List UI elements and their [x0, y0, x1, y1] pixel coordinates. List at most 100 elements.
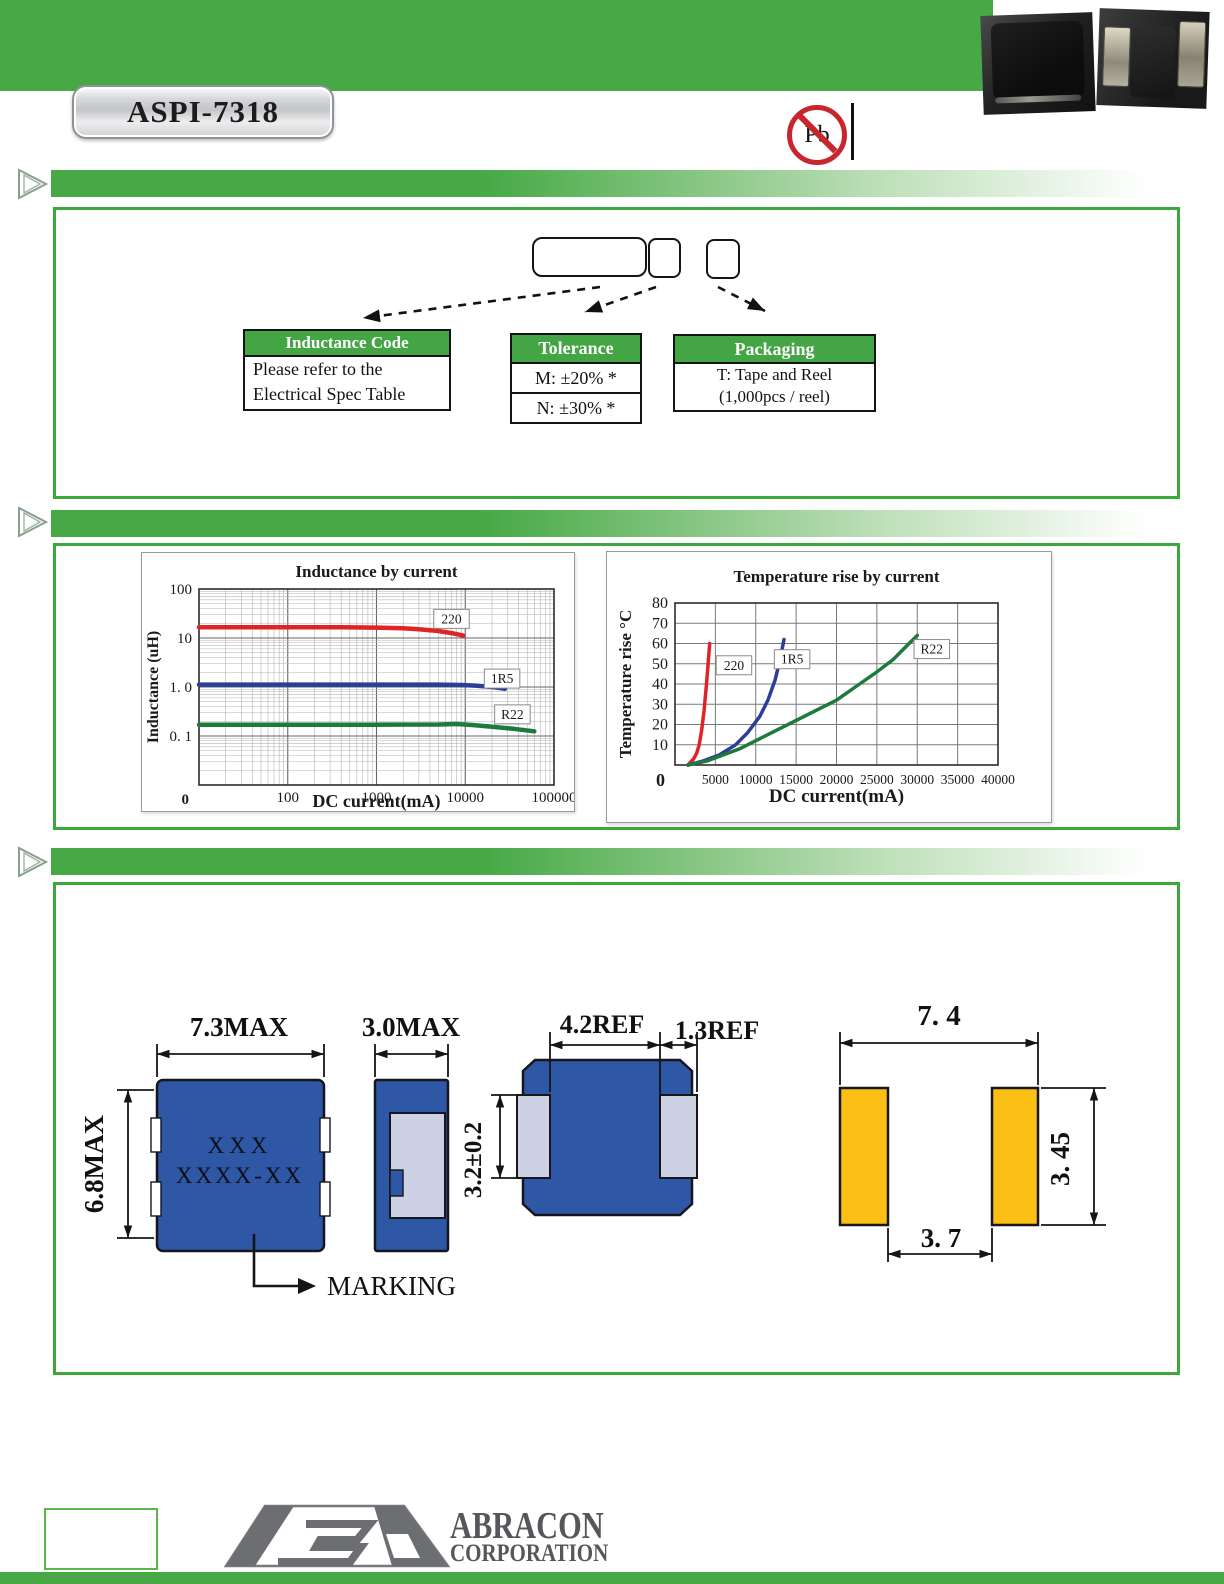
series-R22	[196, 721, 537, 734]
section-bar-part-numbering	[51, 170, 1181, 197]
dim-width-side-view: 3.0MAX	[362, 1012, 461, 1042]
series-label: 220	[724, 658, 745, 673]
x-axis-label: DC current(mA)	[769, 786, 904, 807]
inductor-terminal-right	[1177, 20, 1207, 88]
plot-border	[198, 588, 555, 786]
inductor-body	[990, 20, 1086, 100]
packaging-body: T: Tape and Reel (1,000pcs / reel)	[675, 364, 874, 410]
inductance-code-line2: Electrical Spec Table	[253, 384, 406, 404]
marking-line2: XXXX-XX	[176, 1163, 304, 1188]
series-label-box	[715, 655, 753, 676]
chart-title: Inductance by current	[295, 562, 457, 581]
x-tick-label: 30000	[900, 772, 934, 787]
pn-code-box-main	[532, 237, 647, 277]
y-tick-label: 30	[652, 696, 668, 713]
series-1R5	[196, 682, 508, 692]
section-bar-performance	[51, 510, 1181, 537]
inductor-body	[1129, 25, 1177, 99]
side-view-notch	[389, 1169, 404, 1197]
series-220	[686, 641, 712, 767]
part-number-text: ASPI-7318	[127, 94, 279, 129]
tolerance-row-n: N: ±30% *	[536, 398, 616, 418]
packaging-table: Packaging T: Tape and Reel (1,000pcs / r…	[673, 334, 876, 412]
tolerance-table: Tolerance M: ±20% * N: ±30% *	[510, 333, 642, 424]
footer-page-box	[44, 1508, 158, 1570]
packaging-header: Packaging	[675, 336, 874, 364]
top-view-body	[155, 1078, 326, 1253]
dim-terminal-bottom-view: 1.3REF	[675, 1016, 760, 1045]
pn-code-box-tolerance	[648, 238, 681, 278]
bottom-green-bar	[0, 1572, 1224, 1584]
pn-arrows	[362, 285, 766, 323]
x-tick-label: 5000	[702, 772, 729, 787]
x-tick-label: 15000	[779, 772, 813, 787]
top-view-terminal-notch	[150, 1117, 162, 1153]
temperature-rise-chart: 220 1R5 R22 5000 10000 15000 20000 25000 30000 35…	[616, 567, 1015, 807]
dim-land-width: 7. 4	[917, 1000, 961, 1032]
tolerance-row-m: M: ±20% *	[512, 364, 640, 394]
y-tick-label: 1. 0	[170, 680, 193, 696]
inductance-by-current-chart: 220 1R5 R22 100 1000 10000 100000 100 10 1. 0 0. 1…	[145, 562, 577, 812]
pb-free-icon: Pb	[787, 105, 847, 165]
section-arrow-icon	[18, 506, 49, 538]
y-tick-label: 20	[652, 717, 668, 734]
dim-inner-bottom-view: 4.2REF	[560, 1010, 645, 1039]
y-tick-label: 70	[652, 615, 668, 632]
series-label-box	[773, 649, 811, 670]
company-name: ABRACON	[450, 1505, 604, 1547]
dim-terminal-height: 3.2±0.2	[460, 1122, 487, 1198]
inductance-code-header: Inductance Code	[245, 331, 449, 357]
bottom-view-terminal-right	[659, 1094, 698, 1179]
y-tick-label: 80	[652, 595, 668, 612]
x-tick-label: 25000	[860, 772, 894, 787]
top-view-terminal-notch	[319, 1181, 331, 1217]
land-pad-right	[990, 1086, 1040, 1227]
x-tick-label: 10000	[739, 772, 773, 787]
y-tick-label: 100	[170, 582, 193, 598]
inductance-code-table: Inductance Code Please refer to the Elec…	[243, 329, 451, 411]
series-label: R22	[501, 707, 524, 722]
section-arrow-icon	[18, 168, 49, 200]
product-photo-top-view	[980, 12, 1096, 115]
top-green-banner	[0, 0, 993, 91]
inductor-terminal-left	[1102, 26, 1132, 88]
land-pad-left	[838, 1086, 890, 1227]
marking-label: MARKING	[327, 1271, 456, 1301]
dim-height-top-view: 6.8MAX	[79, 1114, 109, 1213]
series-label-box	[433, 608, 470, 629]
series-label-box	[483, 668, 521, 689]
y-tick-label: 0. 1	[170, 729, 193, 745]
dim-width-top-view: 7.3MAX	[190, 1012, 289, 1042]
dim-land-pad-height: 3. 45	[1045, 1132, 1075, 1186]
series-label: 220	[441, 611, 462, 626]
chart-title: Temperature rise by current	[733, 567, 939, 586]
y-tick-label: 60	[652, 636, 668, 653]
series-220	[196, 625, 466, 638]
dim-land-gap: 3. 7	[921, 1223, 962, 1253]
x-tick-label: 1000	[362, 790, 392, 806]
x-tick-label: 40000	[981, 772, 1015, 787]
packaging-line1: T: Tape and Reel	[716, 365, 833, 384]
x-tick-label: 35000	[941, 772, 975, 787]
series-label: 1R5	[491, 671, 514, 686]
inductance-chart-panel: 220 1R5 R22 100 1000 10000 100000 100 10 1. 0 0. 1…	[141, 552, 577, 812]
inductance-code-line1: Please refer to the	[253, 359, 383, 379]
top-view-terminal-notch	[150, 1181, 162, 1217]
packaging-line2: (1,000pcs / reel)	[719, 387, 830, 406]
marking-line1: XXX	[208, 1133, 273, 1158]
plot-border	[674, 602, 999, 766]
y-axis-label: Inductance (uH)	[145, 631, 162, 743]
y-tick-label: 40	[652, 676, 668, 693]
top-view-terminal-notch	[319, 1117, 331, 1153]
x-axis-label: DC current(mA)	[312, 791, 440, 811]
origin-label: 0	[182, 792, 190, 808]
side-view-recess	[389, 1112, 446, 1219]
temperature-chart-panel: 220 1R5 R22 5000 10000 15000 20000 25000 30000 35…	[606, 551, 1052, 823]
tolerance-header: Tolerance	[512, 335, 640, 364]
section-arrow-icon	[18, 846, 49, 878]
series-label: R22	[921, 642, 944, 657]
y-tick-label: 10	[652, 737, 668, 754]
pn-code-box-packaging	[706, 239, 740, 279]
divider-line	[851, 103, 854, 160]
